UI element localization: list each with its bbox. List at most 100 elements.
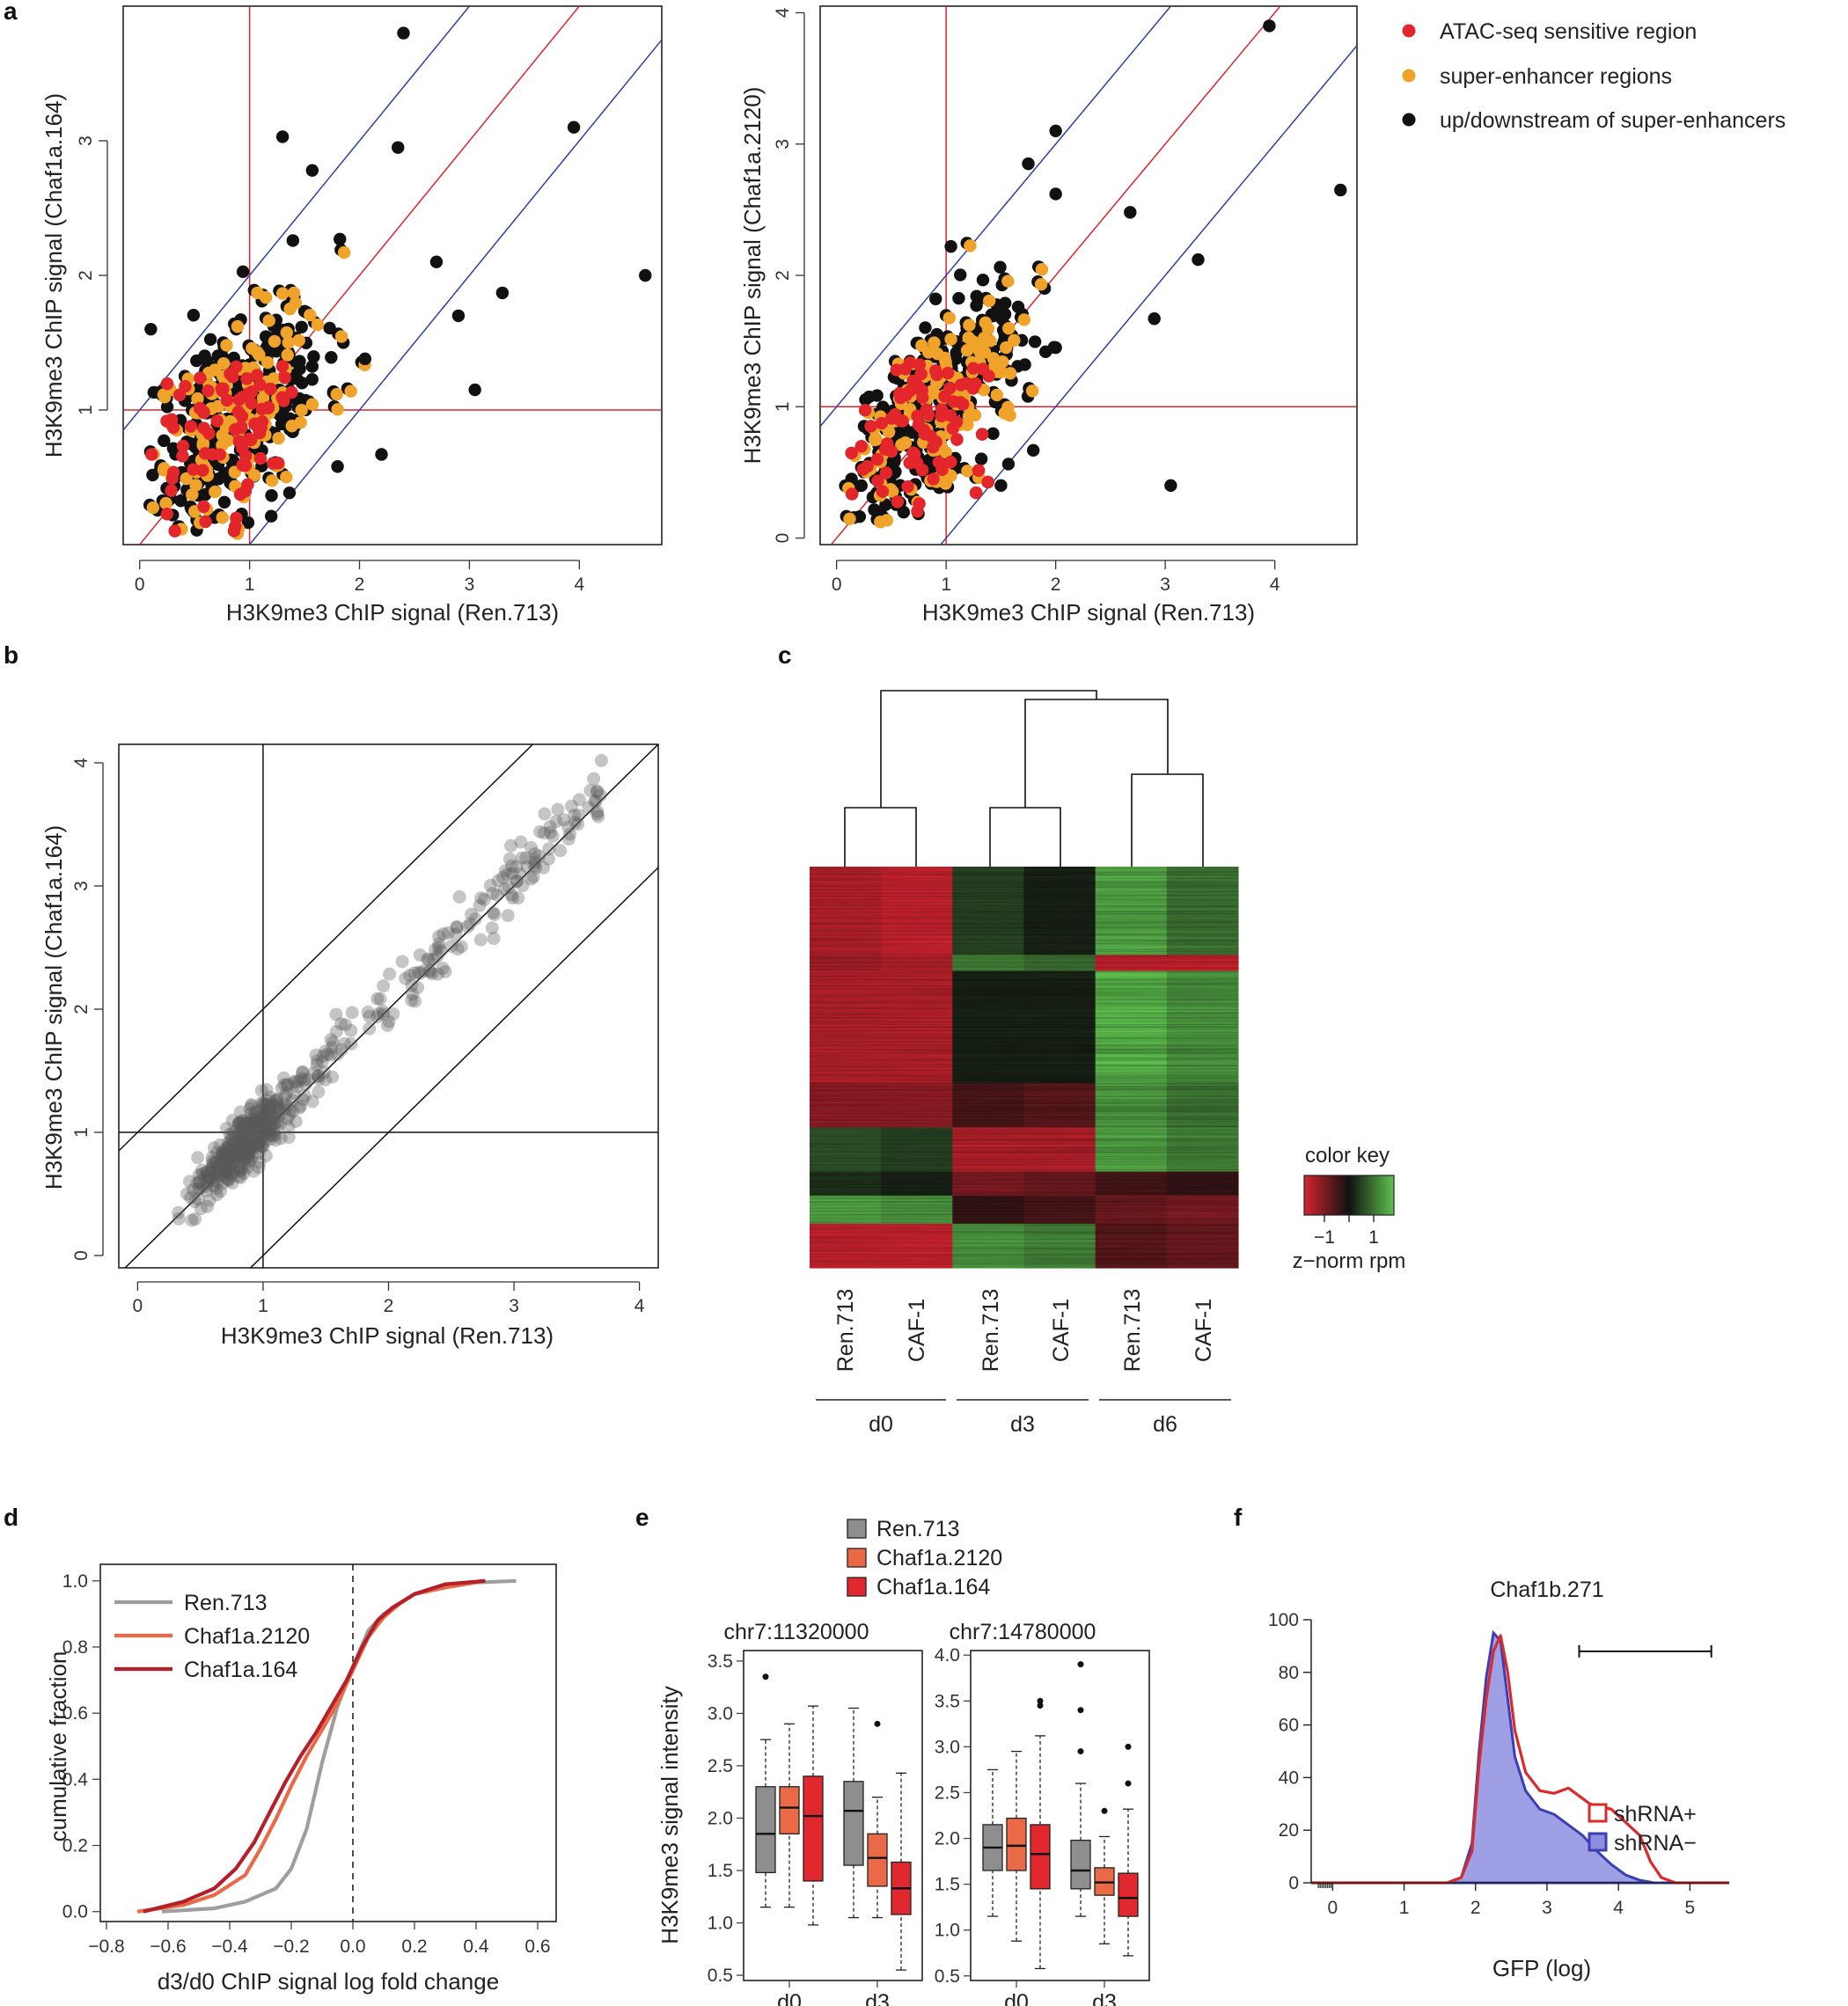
b-point bbox=[260, 1109, 275, 1123]
b-point bbox=[262, 1132, 276, 1146]
b-point bbox=[568, 809, 582, 823]
b-point bbox=[591, 809, 605, 824]
group-label: d6 bbox=[1153, 1412, 1177, 1437]
b-point bbox=[277, 1078, 291, 1092]
b-point bbox=[477, 892, 491, 906]
f-plot bbox=[1311, 1629, 1729, 1885]
e-group-label: d3 bbox=[865, 1990, 890, 2006]
b-point bbox=[240, 1136, 254, 1150]
a1-point-superenhancer bbox=[311, 318, 325, 332]
b-point bbox=[235, 1156, 249, 1170]
b-point bbox=[288, 1074, 302, 1088]
a2-x-tick-label: 0 bbox=[832, 575, 842, 595]
column-label: CAF-1 bbox=[905, 1299, 929, 1362]
a2-point-superenhancer bbox=[843, 512, 856, 525]
b-point bbox=[252, 1137, 266, 1151]
b-point bbox=[382, 1014, 396, 1029]
a2-point-superenhancer bbox=[1017, 313, 1031, 326]
e-y-tick-label: 3.5 bbox=[935, 1691, 960, 1711]
f-legend: shRNA+ shRNA− bbox=[1588, 1802, 1697, 1856]
b-point bbox=[233, 1135, 247, 1149]
b-point bbox=[192, 1182, 206, 1196]
b-y-label: H3K9me3 ChIP signal (Chaf1a.164) bbox=[40, 825, 67, 1190]
b-point bbox=[209, 1166, 224, 1180]
a1-point-outlier bbox=[397, 26, 410, 40]
b-point bbox=[212, 1159, 226, 1173]
b-point bbox=[248, 1106, 262, 1120]
a1-point-outlier bbox=[305, 164, 319, 177]
a1-point-updown bbox=[307, 350, 320, 363]
e-box bbox=[755, 1786, 776, 1874]
b-point bbox=[205, 1150, 219, 1164]
a2-point-updown bbox=[889, 465, 902, 479]
b-point bbox=[326, 1036, 340, 1050]
d-y-tick-label: 0.2 bbox=[62, 1836, 88, 1856]
b-point bbox=[204, 1160, 218, 1175]
a1-point-outlier bbox=[375, 448, 388, 461]
b-point bbox=[474, 891, 488, 905]
a2-y-tick-label: 4 bbox=[773, 7, 793, 18]
a2-point-atac bbox=[941, 366, 955, 380]
b-point bbox=[225, 1175, 239, 1190]
b-point bbox=[399, 971, 413, 985]
b-point bbox=[248, 1116, 262, 1130]
b-point bbox=[256, 1120, 270, 1134]
b-point bbox=[234, 1162, 248, 1176]
a1-point-superenhancer bbox=[337, 245, 351, 260]
a1-point-superenhancer bbox=[289, 297, 303, 310]
b-point bbox=[414, 966, 428, 980]
b-point bbox=[196, 1179, 210, 1193]
b-point bbox=[238, 1133, 253, 1147]
f-x-tick-label: 2 bbox=[1470, 1898, 1481, 1918]
b-point bbox=[184, 1190, 198, 1204]
e-y-tick-label: 0.5 bbox=[935, 1966, 960, 1987]
b-point bbox=[259, 1124, 273, 1138]
b-point bbox=[204, 1165, 218, 1179]
b-point bbox=[516, 879, 530, 893]
b-point bbox=[246, 1138, 260, 1152]
b-point bbox=[267, 1124, 281, 1138]
e-y-tick-label: 3.5 bbox=[708, 1651, 733, 1672]
b-point bbox=[237, 1152, 251, 1166]
e-y-tick-label: 3.0 bbox=[708, 1703, 733, 1724]
b-point bbox=[251, 1141, 265, 1155]
b-point bbox=[529, 860, 543, 875]
b-point bbox=[228, 1154, 242, 1168]
a2-point-superenhancer bbox=[962, 409, 976, 423]
a1-point-updown bbox=[334, 232, 347, 246]
e-y-label: H3K9me3 signal intensity bbox=[656, 1686, 683, 1944]
a1-diagonal-1 bbox=[248, 39, 662, 545]
panel-letter-e: e bbox=[635, 1504, 649, 1531]
c-key-label: z−norm rpm bbox=[1293, 1249, 1406, 1273]
a1-point-atac bbox=[278, 371, 291, 384]
b-point bbox=[206, 1156, 220, 1170]
b-point bbox=[281, 1099, 295, 1113]
b-point bbox=[311, 1069, 325, 1083]
b-point bbox=[226, 1163, 240, 1177]
e-subplot2: 0.5 1.0 1.5 2.0 2.5 3.0 3.5 4.0 d0 d3 bbox=[935, 1645, 1139, 2006]
b-point bbox=[549, 815, 563, 829]
b-point bbox=[236, 1145, 250, 1159]
b-diagonal-0 bbox=[124, 744, 658, 1268]
a2-point-outlier bbox=[1124, 206, 1137, 219]
b-point bbox=[528, 853, 542, 867]
a1-point-atac bbox=[187, 463, 200, 476]
a2-point-superenhancer bbox=[960, 343, 974, 357]
b-point bbox=[224, 1133, 238, 1147]
b-point bbox=[210, 1146, 224, 1160]
b-point bbox=[204, 1171, 218, 1185]
a2-point-outlier bbox=[1192, 253, 1205, 267]
b-point bbox=[504, 838, 518, 853]
b-point bbox=[220, 1146, 234, 1160]
b-point bbox=[224, 1157, 238, 1171]
b-point bbox=[372, 1007, 386, 1021]
b-point bbox=[238, 1144, 252, 1158]
b-plot-frame bbox=[118, 743, 659, 1269]
e-group-label: d0 bbox=[777, 1990, 802, 2006]
b-point bbox=[216, 1153, 230, 1167]
d-y-tick-label: 1.0 bbox=[62, 1571, 88, 1592]
a2-point-atac bbox=[935, 403, 949, 416]
b-point bbox=[233, 1125, 247, 1139]
a2-point-atac bbox=[891, 495, 905, 509]
